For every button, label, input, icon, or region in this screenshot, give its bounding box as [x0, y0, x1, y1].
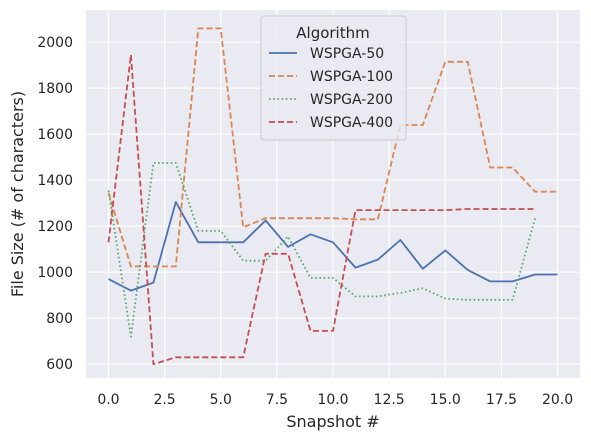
legend-entries: WSPGA-50 WSPGA-100 WSPGA-200 WSPGA-400	[269, 46, 393, 131]
y-tick-label: 1600	[37, 127, 73, 143]
x-tick-label: 15.0	[430, 392, 461, 408]
series-line-wspga-200	[107, 162, 536, 338]
y-tick-label: 800	[46, 311, 73, 327]
y-axis-label: File Size (# of characters)	[8, 91, 27, 297]
legend-label-wspga-100: WSPGA-100	[310, 69, 393, 85]
x-axis-ticks: 0.0 2.5 5.0 7.5 10.0 12.5 15.0 17.5 20.0	[97, 392, 573, 408]
y-tick-label: 1200	[37, 219, 73, 235]
x-tick-label: 20.0	[542, 392, 573, 408]
x-tick-label: 12.5	[374, 392, 405, 408]
y-tick-label: 2000	[37, 35, 73, 51]
series-lines	[107, 27, 558, 366]
x-tick-label: 2.5	[153, 392, 175, 408]
legend-label-wspga-50: WSPGA-50	[310, 46, 384, 62]
legend-box	[260, 15, 407, 141]
y-tick-label: 600	[46, 357, 73, 373]
x-tick-label: 10.0	[317, 392, 348, 408]
y-axis-ticks: 600 800 1000 1200 1400 1600 1800 2000	[37, 35, 73, 373]
x-tick-label: 17.5	[486, 392, 517, 408]
series-line-wspga-400	[107, 53, 536, 366]
x-tick-label: 0.0	[97, 392, 119, 408]
y-tick-label: 1400	[37, 173, 73, 189]
legend-title: Algorithm	[296, 24, 369, 42]
y-tick-label: 1000	[37, 265, 73, 281]
legend-label-wspga-200: WSPGA-200	[310, 92, 393, 108]
x-tick-label: 7.5	[266, 392, 288, 408]
legend-label-wspga-400: WSPGA-400	[310, 115, 393, 131]
y-tick-label: 1800	[37, 81, 73, 97]
legend: Algorithm WSPGA-50WSPGA-100WSPGA-200WSPG…	[260, 15, 407, 141]
x-tick-label: 5.0	[210, 392, 232, 408]
x-axis-label: Snapshot #	[286, 412, 379, 431]
